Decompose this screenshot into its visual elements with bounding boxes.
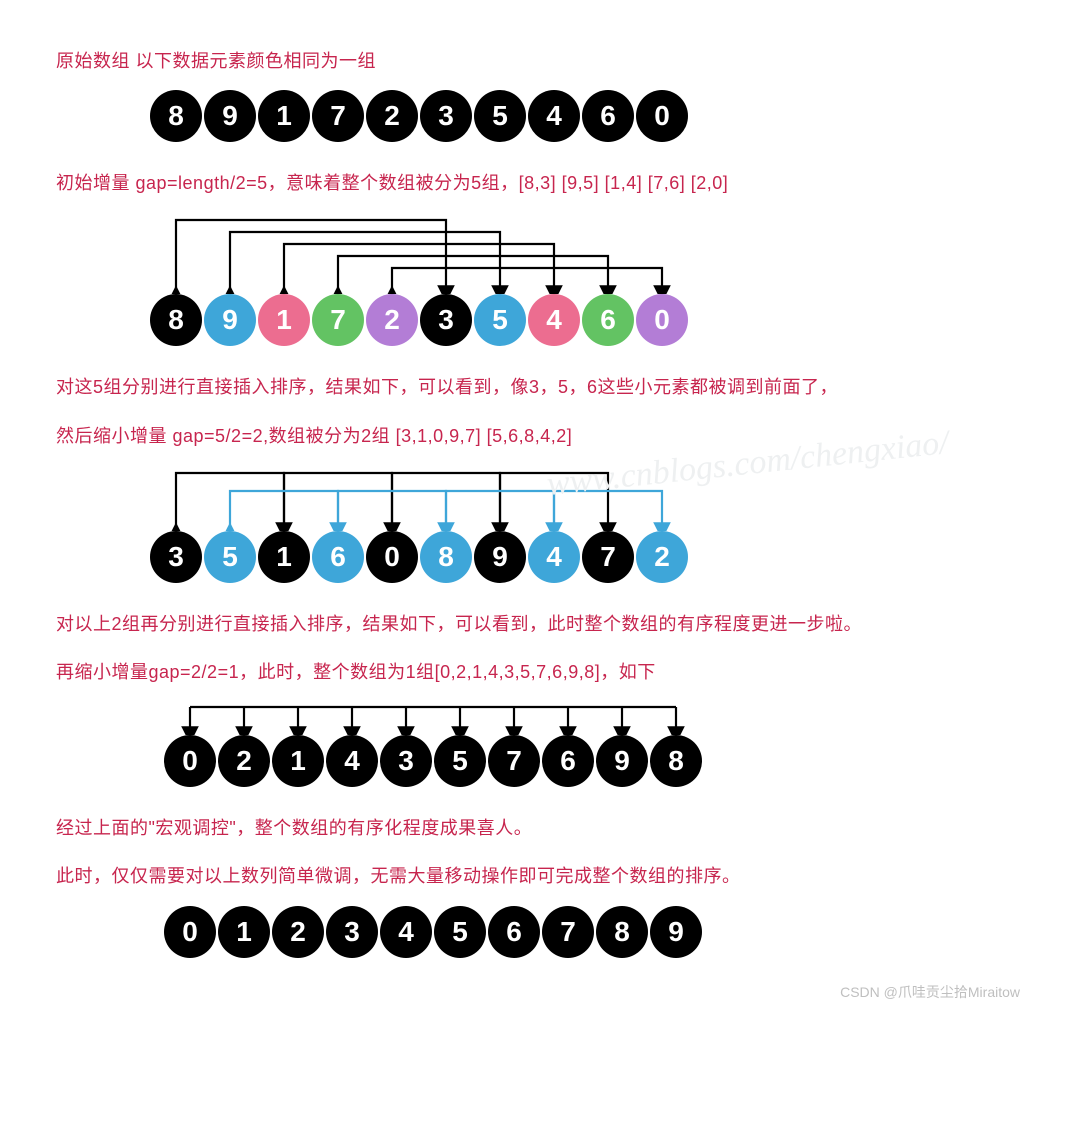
- caption-5a: 经过上面的"宏观调控"，整个数组的有序化程度成果喜人。: [56, 811, 1030, 845]
- ball: 9: [204, 90, 256, 142]
- ball: 1: [218, 906, 270, 958]
- ball: 8: [150, 90, 202, 142]
- ball: 5: [204, 531, 256, 583]
- ball: 4: [528, 90, 580, 142]
- ball: 7: [488, 735, 540, 787]
- ball: 6: [488, 906, 540, 958]
- ball: 1: [258, 294, 310, 346]
- ball: 9: [474, 531, 526, 583]
- ball: 6: [312, 531, 364, 583]
- caption-5b: 此时，仅仅需要对以上数列简单微调，无需大量移动操作即可完成整个数组的排序。: [56, 859, 1030, 893]
- ball: 3: [420, 294, 472, 346]
- ball: 5: [434, 735, 486, 787]
- ball: 9: [596, 735, 648, 787]
- ball: 0: [164, 906, 216, 958]
- ball: 2: [272, 906, 324, 958]
- footer-credit: CSDN @爪哇贡尘拾Miraitow: [50, 982, 1030, 1002]
- ball: 8: [420, 531, 472, 583]
- ball: 9: [204, 294, 256, 346]
- ball: 2: [366, 294, 418, 346]
- ball: 7: [312, 294, 364, 346]
- ball-row-1: 8917235460: [50, 90, 1030, 142]
- ball: 4: [380, 906, 432, 958]
- caption-1: 原始数组 以下数据元素颜色相同为一组: [56, 44, 1030, 78]
- ball: 1: [258, 90, 310, 142]
- ball: 3: [150, 531, 202, 583]
- ball: 9: [650, 906, 702, 958]
- ball: 0: [164, 735, 216, 787]
- ball: 3: [380, 735, 432, 787]
- ball: 2: [366, 90, 418, 142]
- caption-4b: 再缩小增量gap=2/2=1，此时，整个数组为1组[0,2,1,4,3,5,7,…: [56, 655, 1030, 689]
- ball: 6: [582, 294, 634, 346]
- row-2-wrap: 8917235460: [50, 212, 1030, 346]
- ball: 4: [326, 735, 378, 787]
- ball: 8: [150, 294, 202, 346]
- caption-4a: 对以上2组再分别进行直接插入排序，结果如下，可以看到，此时整个数组的有序程度更进…: [56, 607, 1030, 641]
- caption-3b: 然后缩小增量 gap=5/2=2,数组被分为2组 [3,1,0,9,7] [5,…: [56, 419, 1030, 453]
- row-1-wrap: 8917235460: [50, 90, 1030, 142]
- ball: 1: [272, 735, 324, 787]
- ball: 0: [636, 294, 688, 346]
- ball: 8: [596, 906, 648, 958]
- ball: 3: [420, 90, 472, 142]
- ball: 0: [636, 90, 688, 142]
- ball: 2: [636, 531, 688, 583]
- ball: 4: [528, 531, 580, 583]
- row-4-wrap: 0214357698: [50, 701, 1030, 787]
- ball: 7: [542, 906, 594, 958]
- ball: 0: [366, 531, 418, 583]
- ball: 1: [258, 531, 310, 583]
- ball: 5: [434, 906, 486, 958]
- ball: 6: [542, 735, 594, 787]
- ball: 7: [582, 531, 634, 583]
- ball-row-2: 8917235460: [50, 212, 1030, 346]
- row-5-wrap: 0123456789: [50, 906, 1030, 958]
- ball: 4: [528, 294, 580, 346]
- ball: 5: [474, 90, 526, 142]
- caption-3a: 对这5组分别进行直接插入排序，结果如下，可以看到，像3，5，6这些小元素都被调到…: [56, 370, 1030, 404]
- ball: 6: [582, 90, 634, 142]
- ball-row-3: 3516089472: [50, 465, 1030, 583]
- ball-row-5: 0123456789: [50, 906, 1030, 958]
- ball: 7: [312, 90, 364, 142]
- ball: 5: [474, 294, 526, 346]
- ball: 8: [650, 735, 702, 787]
- caption-2: 初始增量 gap=length/2=5，意味着整个数组被分为5组，[8,3] […: [56, 166, 1030, 200]
- ball: 2: [218, 735, 270, 787]
- row-3-wrap: www.cnblogs.com/chengxiao/ 3516089472: [50, 465, 1030, 583]
- ball-row-4: 0214357698: [50, 701, 1030, 787]
- ball: 3: [326, 906, 378, 958]
